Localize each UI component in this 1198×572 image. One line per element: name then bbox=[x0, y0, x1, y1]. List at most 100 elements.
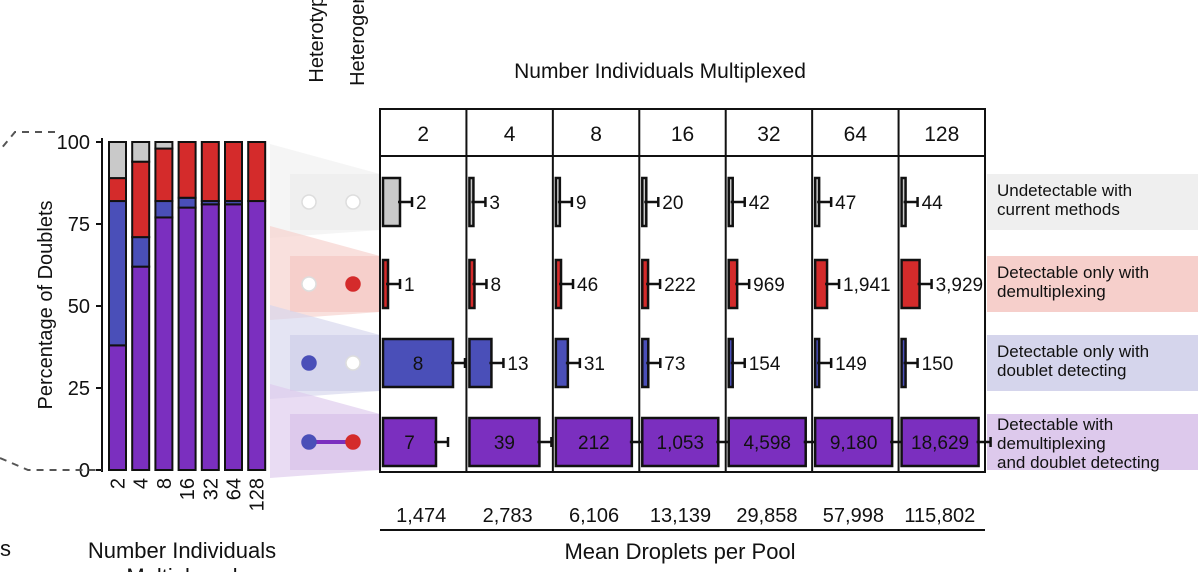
category-markers bbox=[301, 194, 361, 450]
x-tick-labels: 2 4 8 16 32 64 128 bbox=[108, 478, 269, 511]
bars bbox=[108, 141, 267, 472]
bar-segment bbox=[247, 141, 267, 203]
x-tick-label: 128 bbox=[247, 478, 269, 511]
heterotypic-label: Heterotypic bbox=[306, 0, 328, 83]
cell-label: 149 bbox=[835, 354, 867, 375]
empty-marker bbox=[345, 355, 361, 371]
filled-marker bbox=[345, 276, 361, 292]
cell-label: 44 bbox=[922, 193, 944, 214]
bar-segment bbox=[154, 147, 174, 203]
cell-label: 150 bbox=[922, 354, 954, 375]
filled-marker bbox=[301, 355, 317, 371]
cell-label: 1 bbox=[404, 275, 415, 296]
bar-segment bbox=[177, 196, 197, 209]
bar-segment bbox=[154, 216, 174, 471]
row-label-line: demultiplexing bbox=[997, 434, 1106, 453]
x-axis-label-line2: Multiplexed bbox=[126, 564, 237, 572]
x-tick-label: 16 bbox=[177, 478, 199, 500]
droplet-count: 57,998 bbox=[823, 505, 884, 527]
cell-label: 31 bbox=[584, 354, 605, 375]
bar-segment bbox=[131, 141, 151, 163]
y-tick-label: 0 bbox=[79, 460, 90, 482]
y-tick-label: 100 bbox=[57, 132, 90, 154]
droplet-count: 2,783 bbox=[483, 505, 533, 527]
column-header: 2 bbox=[417, 123, 429, 146]
row-label-line: current methods bbox=[997, 200, 1120, 219]
droplet-table: Number Individuals Multiplexed Heterotyp… bbox=[301, 0, 1160, 564]
bar-segment bbox=[200, 203, 220, 471]
stacked-bar-chart: s Percentage of Doublets Number Individu… bbox=[0, 131, 276, 572]
row-label-line: doublet detecting bbox=[997, 361, 1127, 380]
y-ticks: 0 25 50 75 100 bbox=[57, 132, 102, 482]
cell-bar bbox=[468, 416, 541, 468]
cell-label: 39 bbox=[494, 433, 515, 454]
row-label-line: Undetectable with bbox=[997, 181, 1132, 200]
x-axis-label: Number Individuals bbox=[88, 538, 276, 563]
filled-marker bbox=[301, 434, 317, 450]
left-edge-text: s bbox=[0, 536, 11, 561]
bar-segment bbox=[131, 265, 151, 472]
bar-segment bbox=[108, 177, 127, 203]
cell-bar bbox=[468, 337, 493, 389]
x-tick-label: 2 bbox=[108, 478, 130, 489]
cell-label: 3 bbox=[489, 193, 500, 214]
bar-segment bbox=[108, 344, 127, 471]
column-header: 4 bbox=[504, 123, 516, 146]
bar-segment bbox=[247, 200, 267, 471]
cell-label: 47 bbox=[835, 193, 856, 214]
cell-label: 7 bbox=[404, 433, 415, 454]
cell-bar bbox=[813, 416, 894, 468]
droplet-count: 13,139 bbox=[650, 505, 711, 527]
x-tick-label: 4 bbox=[131, 478, 153, 489]
cell-label: 18,629 bbox=[911, 433, 969, 454]
table-title: Number Individuals Multiplexed bbox=[514, 60, 806, 83]
bar-segment bbox=[177, 141, 197, 199]
heterogenic-label: Heterogenic bbox=[347, 0, 369, 86]
row-label-line: Detectable with bbox=[997, 415, 1113, 434]
column-header: 16 bbox=[671, 123, 694, 146]
band-right bbox=[987, 174, 1198, 230]
bar-segment bbox=[108, 141, 127, 180]
column-header: 128 bbox=[924, 123, 959, 146]
y-tick-label: 25 bbox=[68, 378, 90, 400]
droplet-counts: 1,474 2,783 6,106 13,139 29,858 57,998 115,802 bbox=[396, 505, 975, 527]
cell-label: 212 bbox=[578, 433, 610, 454]
filled-marker bbox=[345, 434, 361, 450]
empty-marker bbox=[301, 194, 317, 210]
bar-segment bbox=[177, 206, 197, 471]
cell-label: 4,598 bbox=[743, 433, 791, 454]
cell-label: 3,929 bbox=[936, 275, 984, 296]
empty-marker bbox=[301, 276, 317, 292]
cell-bar bbox=[381, 176, 402, 228]
bar-segment bbox=[131, 236, 151, 268]
x-tick-label: 8 bbox=[154, 478, 176, 489]
row-label-line: demultiplexing bbox=[997, 282, 1106, 301]
cell-label: 222 bbox=[664, 275, 696, 296]
cell-bar bbox=[554, 416, 634, 468]
y-axis-label: Percentage of Doublets bbox=[35, 200, 57, 409]
droplet-count: 29,858 bbox=[736, 505, 797, 527]
cell-bar bbox=[641, 416, 720, 468]
cell-label: 9,180 bbox=[830, 433, 878, 454]
cell-label: 13 bbox=[507, 354, 528, 375]
x-tick-label: 64 bbox=[224, 478, 246, 500]
column-header: 32 bbox=[757, 123, 780, 146]
y-tick-label: 75 bbox=[68, 214, 90, 236]
cell-label: 46 bbox=[577, 275, 598, 296]
bar-segment bbox=[154, 200, 174, 219]
bar-segment bbox=[224, 141, 243, 203]
bar-segment bbox=[108, 200, 127, 347]
droplet-count: 6,106 bbox=[569, 505, 619, 527]
row-label-line: and doublet detecting bbox=[997, 453, 1160, 472]
row-label-line: Detectable only with bbox=[997, 342, 1149, 361]
y-tick-label: 50 bbox=[68, 296, 90, 318]
column-header: 64 bbox=[844, 123, 868, 146]
dashed-callout-bracket-bottom bbox=[0, 457, 102, 471]
empty-marker bbox=[345, 194, 361, 210]
bar-segment bbox=[131, 160, 151, 239]
band-right bbox=[987, 335, 1198, 391]
bar-segment bbox=[200, 141, 220, 203]
cell-label: 2 bbox=[416, 193, 427, 214]
